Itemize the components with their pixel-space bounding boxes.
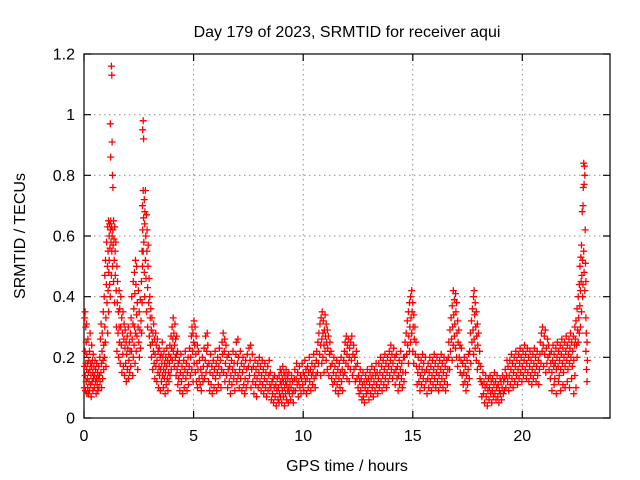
x-axis-label: GPS time / hours [286, 458, 408, 475]
x-tick-label: 10 [294, 428, 312, 445]
y-axis-label: SRMTID / TECUs [12, 173, 29, 299]
y-tick-labels: 0 0.2 0.4 0.6 0.8 1 1.2 [53, 47, 75, 428]
x-tick-labels: 0 5 10 15 20 [80, 428, 532, 445]
y-tick-label: 0.2 [53, 350, 75, 367]
x-tick-label: 20 [513, 428, 531, 445]
scatter-points [80, 62, 591, 410]
x-tick-label: 15 [404, 428, 422, 445]
y-tick-label: 0.8 [53, 168, 75, 185]
y-tick-label: 0.4 [53, 289, 75, 306]
y-tick-label: 0.6 [53, 229, 75, 246]
y-tick-label: 1.2 [53, 47, 75, 64]
tick-path [83, 53, 610, 419]
x-tick-label: 5 [189, 428, 198, 445]
y-tick-label: 1 [66, 107, 75, 124]
y-tick-label: 0 [66, 411, 75, 428]
x-tick-label: 0 [80, 428, 89, 445]
chart-title: Day 179 of 2023, SRMTID for receiver aqu… [194, 24, 501, 41]
